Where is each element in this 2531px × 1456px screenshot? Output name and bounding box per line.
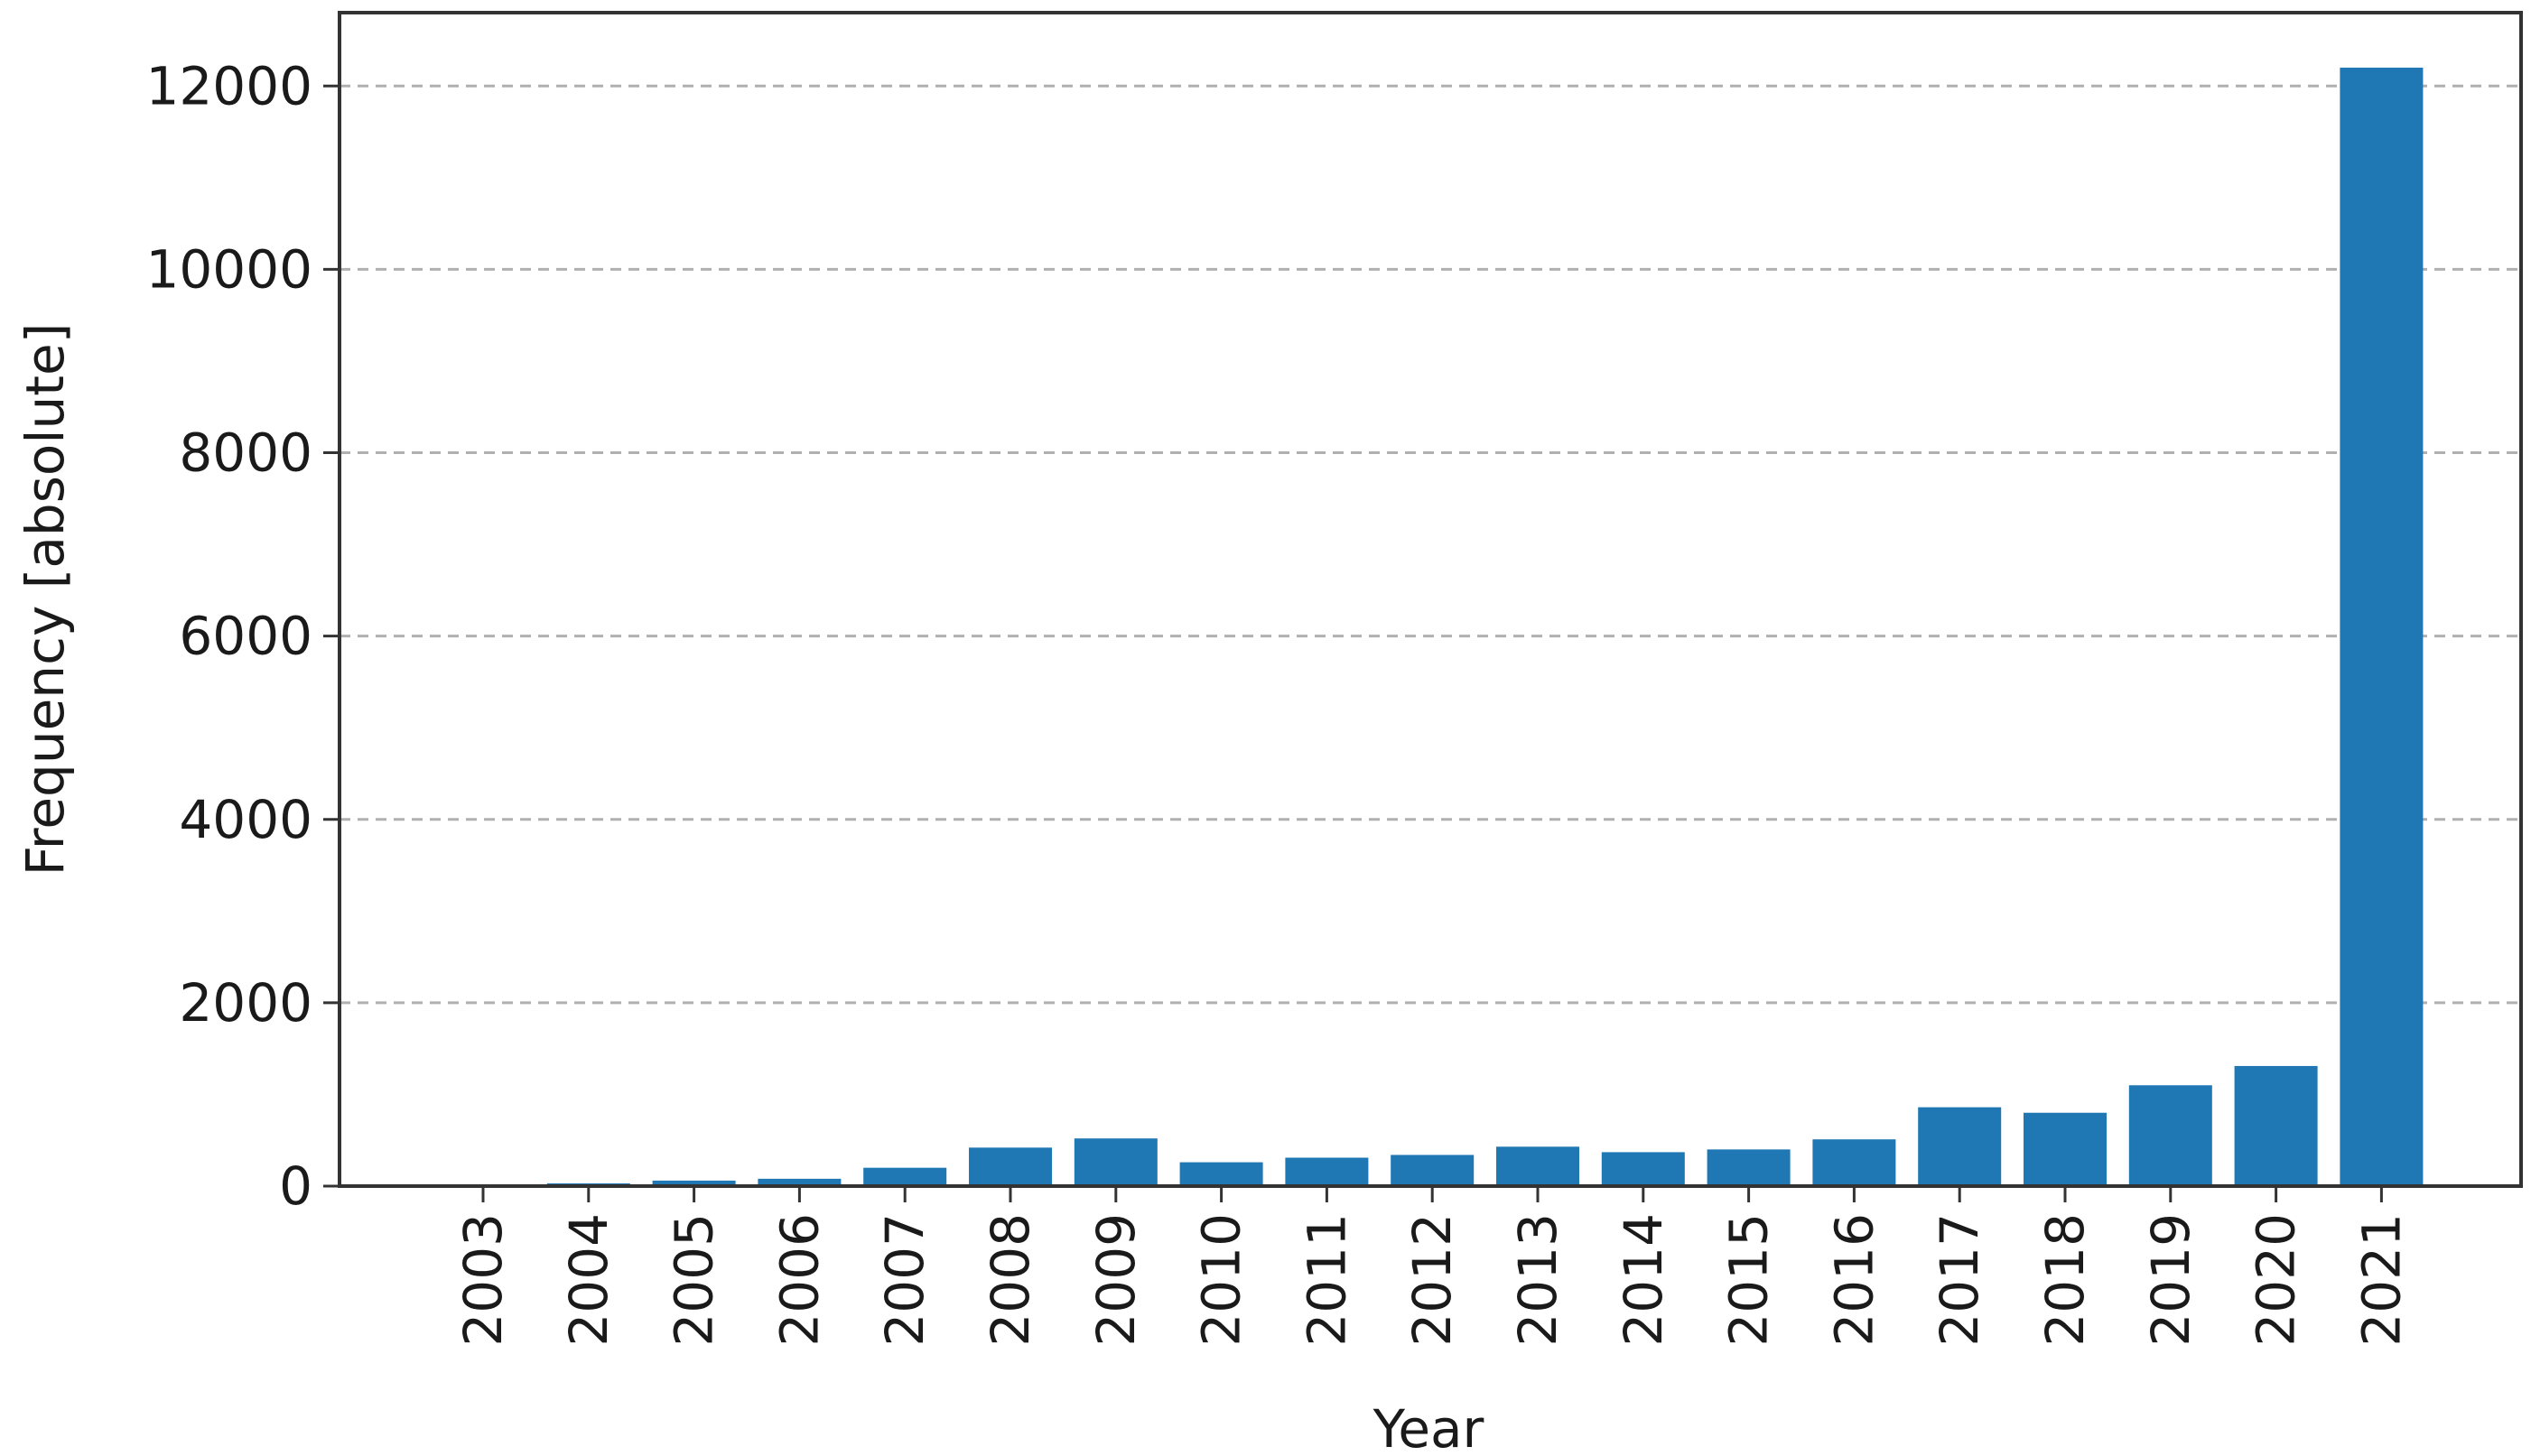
x-tick-label: 2004 [558, 1213, 619, 1347]
x-tick-label: 2014 [1613, 1213, 1674, 1347]
x-tick-label: 2012 [1401, 1213, 1463, 1347]
y-tick-label: 10000 [145, 238, 312, 300]
bars [442, 67, 2424, 1186]
bar-2020 [2234, 1065, 2318, 1186]
bar-2019 [2128, 1085, 2212, 1186]
bar-2009 [1074, 1138, 1158, 1186]
x-tick-label: 2020 [2246, 1213, 2307, 1347]
bar-2005 [652, 1180, 736, 1186]
bar-2015 [1707, 1149, 1791, 1186]
bar-2013 [1496, 1146, 1579, 1186]
y-tick-label: 2000 [179, 972, 312, 1034]
x-tick-label: 2009 [1085, 1213, 1147, 1347]
x-tick-label: 2016 [1823, 1213, 1884, 1347]
bar-2021 [2340, 67, 2424, 1186]
x-tick-label: 2018 [2034, 1213, 2096, 1347]
x-tick-label: 2010 [1191, 1213, 1252, 1347]
y-tick-label: 6000 [179, 606, 312, 667]
x-tick-label: 2006 [768, 1213, 830, 1347]
bar-2010 [1179, 1162, 1263, 1186]
y-tick-label: 8000 [179, 422, 312, 484]
bar-2014 [1601, 1152, 1685, 1186]
bar-2012 [1391, 1155, 1475, 1186]
y-axis-title: Frequency [absolute] [14, 323, 76, 876]
plot-frame [338, 11, 2523, 1188]
axes [323, 11, 2523, 1202]
x-tick-label: 2015 [1718, 1213, 1780, 1347]
x-tick-label: 2021 [2350, 1213, 2412, 1347]
x-tick-label: 2019 [2140, 1213, 2201, 1347]
y-tick-label: 4000 [179, 789, 312, 850]
y-tick-labels: 0 2000 4000 6000 8000 10000 12000 [145, 55, 312, 1217]
grid-lines [340, 84, 2521, 1005]
bar-2006 [758, 1178, 842, 1186]
x-tick-label: 2008 [980, 1213, 1041, 1347]
y-tick-label: 0 [279, 1155, 312, 1217]
y-tick-label: 12000 [145, 55, 312, 116]
x-tick-label: 2013 [1507, 1213, 1568, 1347]
x-tick-label: 2017 [1929, 1213, 1990, 1347]
x-tick-label: 2003 [452, 1213, 514, 1347]
bar-2018 [2024, 1112, 2107, 1186]
x-tick-label: 2007 [874, 1213, 935, 1347]
x-tick-label: 2011 [1296, 1213, 1357, 1347]
bar-2016 [1812, 1139, 1896, 1186]
bar-2011 [1285, 1157, 1369, 1186]
x-axis-title: Year [1373, 1398, 1484, 1456]
x-tick-label: 2005 [664, 1213, 725, 1347]
x-tick-labels: 2003 2004 2005 2006 2007 2008 2009 2010 2011 2012… [452, 1213, 2412, 1347]
bar-2017 [1918, 1107, 2002, 1186]
bar-2007 [863, 1167, 947, 1186]
bar-2008 [969, 1147, 1052, 1186]
